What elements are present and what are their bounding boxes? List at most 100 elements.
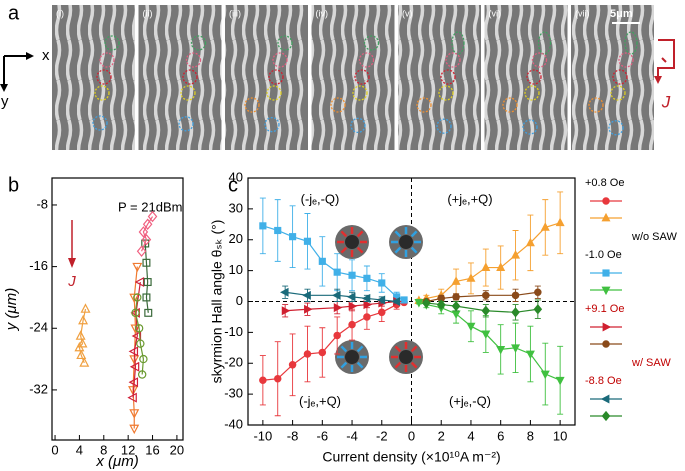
skyrmion-marker [266,85,282,101]
x-tick-label: 0 [51,442,58,457]
x-tick-label: 0 [408,428,415,443]
skyrmion-marker [330,97,346,113]
skyrmion-marker [436,118,452,134]
marker [496,345,506,355]
spin-arrow [394,230,402,238]
skyrmion-marker [440,69,456,85]
marker [142,258,151,267]
marker [363,300,373,310]
current-label: J [67,273,76,290]
marker [132,262,143,273]
marker [129,293,140,304]
marker [348,301,358,311]
legend-group-label: w/ SAW [631,357,671,369]
annotation: (-jₑ,+Q) [299,393,341,408]
x-axis-label: Current density (×10¹⁰A m⁻²) [322,449,500,465]
y-tick-label: 0 [236,293,243,308]
spin-arrow [340,230,348,238]
marker [147,210,158,223]
marker [141,239,150,248]
skyrmion-marker [185,52,202,68]
x-tick-label: 16 [145,442,159,457]
skyrmion-marker [92,115,108,131]
marker [602,340,610,348]
marker [348,271,356,279]
marker [511,307,520,318]
marker [602,269,610,277]
frame-label: (vi) [489,8,502,18]
marker [363,274,371,282]
marker [414,299,424,308]
frame-label: (iv) [316,8,329,18]
scale-label: 5μm [610,8,633,20]
skyrmion-marker [537,31,552,55]
spin-arrow [340,246,348,254]
trajectory [134,297,145,375]
x-tick-label: 10 [553,428,567,443]
skyrmion-marker [354,69,370,85]
marker [131,308,140,318]
marker [133,293,142,302]
skyrmion-marker [277,35,293,51]
axis-name: y [1,93,9,110]
marker [280,287,289,297]
skyrmion-core [345,350,359,364]
spin-arrow [356,230,364,238]
marker [332,290,341,300]
skyrmion-core [399,350,413,364]
skyrmion-marker [608,120,624,136]
frame-label: (ii) [143,8,153,18]
legend-label: -1.0 Oe [585,249,622,261]
x-tick-label: -4 [346,428,358,443]
marker [555,376,565,386]
marker [601,286,611,296]
x-tick-label: -10 [253,428,272,443]
marker [259,222,267,230]
image-frame [311,5,395,150]
legend-group-label: w/o SAW [631,231,677,243]
marker [391,297,401,306]
x-tick-label: -6 [317,428,329,443]
y-tick-label: -10 [224,324,243,339]
trajectory [78,308,87,364]
skyrmion-marker [416,97,432,113]
marker [378,279,386,287]
marker [555,217,565,227]
current-label: J [661,92,671,111]
skyrmion-marker [178,116,194,132]
marker [466,273,476,282]
frame-label: (iii) [229,8,241,18]
marker [288,361,297,369]
skyrmion-marker [588,97,604,113]
y-axis-label: y (μm) [3,288,20,331]
frame-label: (v) [402,8,413,18]
legend-label: -8.8 Oe [585,375,622,387]
panel-label: c [228,174,238,196]
y-tick-label: -16 [29,258,48,273]
spin-arrow [356,246,364,254]
skyrmion-marker [445,52,461,68]
marker [129,409,140,419]
marker [602,322,612,332]
skyrmion-marker [522,119,538,135]
marker [333,268,341,276]
annotation: (-jₑ,-Q) [301,191,340,206]
marker [304,304,313,314]
marker [601,212,611,222]
marker [511,250,521,259]
marker [318,348,327,357]
skyrmion-marker [531,52,548,68]
skyrmion-marker [268,69,284,85]
marker [602,197,610,205]
marker [540,370,550,380]
marker [129,361,140,372]
marker [376,295,386,305]
marker [481,305,491,316]
x-tick-label: 4 [76,442,83,457]
frame-label: (vii) [575,8,590,18]
marker [134,277,145,288]
marker [80,303,91,313]
x-tick-label: -2 [376,428,388,443]
marker [333,331,341,340]
marker [436,299,446,310]
